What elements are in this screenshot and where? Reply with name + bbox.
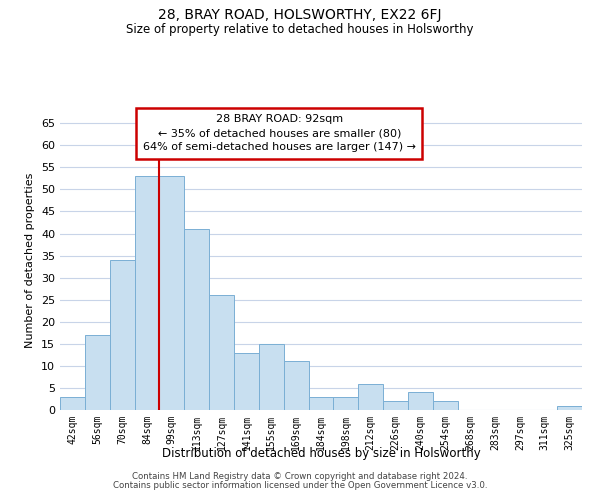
- Bar: [85, 335, 110, 410]
- Bar: [557, 406, 582, 410]
- Bar: [259, 344, 284, 410]
- Text: Contains public sector information licensed under the Open Government Licence v3: Contains public sector information licen…: [113, 481, 487, 490]
- Bar: [358, 384, 383, 410]
- Bar: [110, 260, 134, 410]
- Bar: [433, 401, 458, 410]
- Text: Size of property relative to detached houses in Holsworthy: Size of property relative to detached ho…: [126, 22, 474, 36]
- Bar: [308, 397, 334, 410]
- Bar: [209, 296, 234, 410]
- Bar: [408, 392, 433, 410]
- Bar: [160, 176, 184, 410]
- Bar: [234, 352, 259, 410]
- Bar: [134, 176, 160, 410]
- Text: Distribution of detached houses by size in Holsworthy: Distribution of detached houses by size …: [161, 448, 481, 460]
- Y-axis label: Number of detached properties: Number of detached properties: [25, 172, 35, 348]
- Text: 28, BRAY ROAD, HOLSWORTHY, EX22 6FJ: 28, BRAY ROAD, HOLSWORTHY, EX22 6FJ: [158, 8, 442, 22]
- Bar: [334, 397, 358, 410]
- Text: Contains HM Land Registry data © Crown copyright and database right 2024.: Contains HM Land Registry data © Crown c…: [132, 472, 468, 481]
- Bar: [60, 397, 85, 410]
- Bar: [284, 362, 308, 410]
- Text: 28 BRAY ROAD: 92sqm
← 35% of detached houses are smaller (80)
64% of semi-detach: 28 BRAY ROAD: 92sqm ← 35% of detached ho…: [143, 114, 416, 152]
- Bar: [184, 229, 209, 410]
- Bar: [383, 401, 408, 410]
